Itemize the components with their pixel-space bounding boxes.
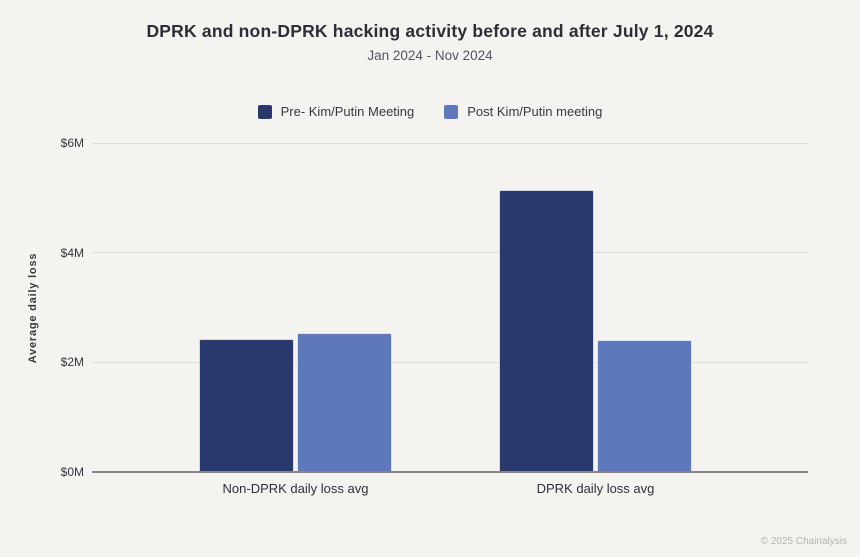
y-tick-label: $0M bbox=[60, 465, 84, 479]
legend-item-pre: Pre- Kim/Putin Meeting bbox=[257, 104, 415, 119]
y-tick-label: $6M bbox=[60, 136, 84, 150]
gridline-2m bbox=[92, 361, 808, 363]
gridline-4m bbox=[92, 252, 808, 254]
legend-item-post: Post Kim/Putin meeting bbox=[444, 104, 602, 119]
y-tick-label: $4M bbox=[60, 245, 84, 260]
gridline-6m bbox=[92, 142, 808, 144]
copyright-text: © 2025 Chainalysis bbox=[760, 536, 847, 547]
legend-swatch-icon bbox=[444, 104, 459, 119]
bar-pre-category-1 bbox=[499, 189, 594, 472]
legend: Pre- Kim/Putin Meeting Post Kim/Putin mee… bbox=[0, 104, 860, 119]
legend-swatch-icon bbox=[257, 104, 272, 119]
x-category-label: DPRK daily loss avg bbox=[536, 481, 655, 496]
chart-subtitle: Jan 2024 - Nov 2024 bbox=[367, 48, 493, 63]
y-tick-label: $2M bbox=[60, 355, 84, 370]
x-axis-line bbox=[92, 471, 808, 473]
legend-label: Pre- Kim/Putin Meeting bbox=[280, 104, 415, 119]
legend-label: Post Kim/Putin meeting bbox=[467, 104, 603, 119]
x-category-label: Non-DPRK daily loss avg bbox=[222, 481, 369, 496]
bar-post-category-1 bbox=[597, 340, 692, 472]
bar-pre-category-0 bbox=[199, 339, 294, 472]
plot-area: $0M $2M $4M $6M Non-DPRK daily loss avg DPRK … bbox=[61, 136, 808, 496]
chart-title: DPRK and non-DPRK hacking activity befor… bbox=[146, 21, 714, 41]
y-axis-title-text: Average daily loss bbox=[27, 252, 39, 364]
bar-post-category-0 bbox=[297, 332, 392, 472]
